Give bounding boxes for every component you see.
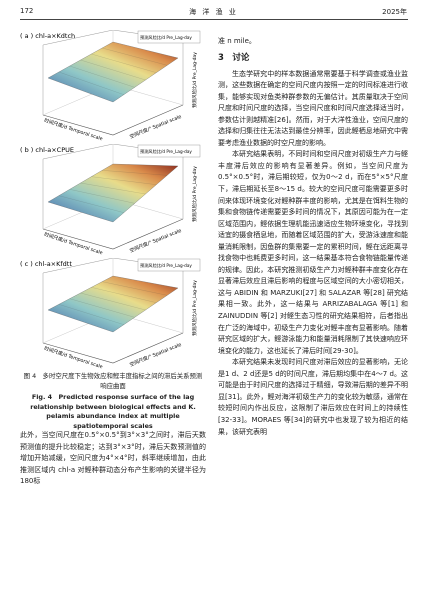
surface-mesh	[69, 65, 135, 88]
page-number: 172	[20, 7, 34, 15]
journal-name: 海 洋 渔 业	[189, 8, 238, 16]
surface-mesh	[69, 298, 135, 318]
x-axis-label: 时间尺度/d Temporal scale	[43, 345, 103, 370]
surface-mesh	[58, 71, 124, 95]
surface-mesh	[102, 170, 168, 176]
panel-label: ( a ) chl-a×Kdtch	[20, 32, 75, 40]
panel-label: ( c ) chl-a×Kfdtt	[20, 260, 72, 268]
caption-zh: 图 4 多时空尺度下生物效应和鲣丰度指标之间的滞后关系预测响应曲面	[23, 372, 203, 390]
panel-label: ( b ) chl-a×CPUE	[20, 146, 74, 154]
surface-mesh	[80, 59, 146, 81]
axis-frame	[42, 30, 184, 115]
legend-box	[137, 30, 201, 44]
surface-mesh	[91, 53, 157, 73]
axis-frame	[42, 258, 184, 343]
x-axis-label: 时间尺度/d Temporal scale	[43, 117, 103, 142]
legend-box	[137, 258, 201, 272]
surface-mesh	[58, 195, 124, 213]
paragraph: 生态学研究中的样本数据通常需要基于科学调查或渔业监测，这些数据在确定的空间尺度内…	[218, 69, 408, 147]
right-column: 准 n mile。 3 讨论 生态学研究中的样本数据通常需要基于科学调查或渔业监…	[218, 36, 408, 596]
figure-caption: 图 4 多时空尺度下生物效应和鲣丰度指标之间的滞后关系预测响应曲面 Fig. 4…	[22, 372, 204, 431]
legend-title: 预测风险比/d Pre_Lag-day	[140, 262, 192, 269]
surface-mesh	[80, 182, 146, 195]
paragraph: 本研究结果表明，不同时间和空间尺度对初级生产力与鲣丰度滞后效应的影响有显著差异。…	[218, 150, 408, 355]
axis-frame	[42, 104, 184, 136]
surface-mesh	[91, 287, 157, 303]
surface-mesh	[69, 189, 135, 204]
response-surface	[47, 275, 179, 333]
axis-frame	[42, 218, 184, 250]
surface-mesh	[58, 304, 124, 325]
year: 2025年	[382, 8, 407, 16]
paragraph: 本研究结果未发现时间尺度对滞后效应的显著影响，无论是1 d、2 d还是5 d的时…	[218, 358, 408, 436]
legend-box	[137, 144, 201, 158]
header-rule	[20, 19, 408, 20]
response-surface	[47, 41, 179, 103]
section-title: 3 讨论	[218, 52, 250, 63]
caption-en-text: Fig. 4 Predicted response surface of the…	[30, 393, 196, 430]
response-surface	[47, 163, 179, 223]
z-axis-label: 预测风险比/d Pre_Lag-day	[191, 280, 198, 336]
x-axis-label: 时间尺度/d Temporal scale	[43, 231, 103, 256]
surface-mesh	[102, 281, 168, 296]
surface-plot: ( a ) chl-a×Kdtch 预测风险比/d Pre_Lag-day 预测风险…	[20, 30, 201, 142]
surface-mesh	[102, 47, 168, 66]
surface-plot: ( b ) chl-a×CPUE 预测风险比/d Pre_Lag-day 预测风险比…	[20, 144, 201, 256]
paragraph: 准 n mile。	[218, 37, 256, 45]
figure: ( a ) chl-a×Kdtch 预测风险比/d Pre_Lag-day 预测风险…	[18, 30, 208, 370]
left-column: 此外，当空间尺度在0.5°×0.5°到3°×3°之间时，滞后天数预测值的提升比较…	[20, 430, 206, 595]
z-axis-label: 预测风险比/d Pre_Lag-day	[191, 52, 198, 108]
legend-title: 预测风险比/d Pre_Lag-day	[140, 148, 192, 155]
surface-plot: ( c ) chl-a×Kfdtt 预测风险比/d Pre_Lag-day 预测风险…	[20, 258, 201, 370]
axis-frame	[42, 332, 184, 364]
legend-title: 预测风险比/d Pre_Lag-day	[140, 34, 192, 41]
z-axis-label: 预测风险比/d Pre_Lag-day	[191, 166, 198, 222]
caption-en: Fig. 4 Predicted response surface of the…	[22, 393, 204, 431]
surface-mesh	[91, 176, 157, 185]
paragraphs: 生态学研究中的样本数据通常需要基于科学调查或渔业监测，这些数据在确定的空间尺度内…	[218, 69, 408, 439]
paragraph: 此外，当空间尺度在0.5°×0.5°到3°×3°之间时，滞后天数预测值的提升比较…	[20, 431, 206, 486]
axis-frame	[42, 144, 184, 229]
surface-mesh	[80, 292, 146, 311]
